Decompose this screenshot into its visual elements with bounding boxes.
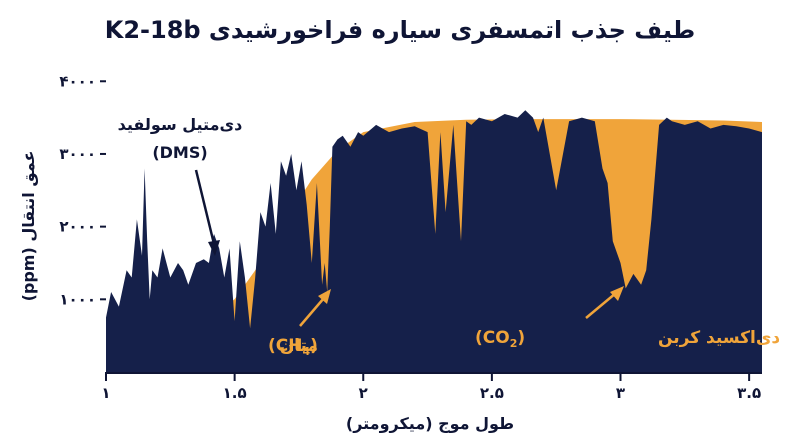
- y-tick-label: ۴۰۰۰: [59, 72, 96, 90]
- co2-label: دی‌اکسید کربن: [658, 328, 780, 348]
- methane-formula: (CH4): [268, 336, 318, 358]
- methane-close-paren: ): [310, 336, 318, 356]
- y-axis-label: عمق انتقال (ppm): [19, 151, 38, 302]
- dms-arrowhead: [208, 240, 220, 256]
- x-tick-label: ۳.۵: [737, 384, 761, 402]
- co2-subscript: 2: [510, 337, 518, 350]
- dms-arrow: [194, 169, 216, 245]
- x-tick-label: ۲.۵: [480, 384, 504, 402]
- y-axis-ticks: ۱۰۰۰ ۲۰۰۰ ۳۰۰۰ ۴۰۰۰: [59, 72, 106, 308]
- x-tick-label: ۱: [101, 384, 110, 402]
- co2-formula-text: (CO: [475, 328, 510, 348]
- methane-label: متان: [280, 336, 318, 356]
- chart-title: طیف جذب اتمسفری سیاره فراخورشیدی K2-18b: [105, 16, 696, 44]
- y-tick-label: ۳۰۰۰: [59, 145, 96, 163]
- dms-label: دی‌متیل سولفید: [118, 115, 243, 134]
- y-tick-label: ۱۰۰۰: [59, 290, 96, 308]
- dms-abbrev: (DMS): [152, 143, 207, 162]
- methane-arrowhead: [318, 289, 331, 304]
- methane-subscript: 4: [302, 345, 310, 358]
- methane-arrow: [299, 297, 325, 327]
- co2-close-paren: ): [517, 328, 525, 348]
- x-tick-label: ۲: [359, 384, 368, 402]
- co2-arrow: [585, 292, 617, 319]
- y-tick-label: ۲۰۰۰: [59, 218, 96, 236]
- co2-formula: (CO2): [475, 328, 525, 350]
- x-axis-label: طول موج (میکرومتر): [346, 414, 514, 433]
- x-tick-label: ۳: [616, 384, 625, 402]
- methane-formula-text: (CH: [268, 336, 302, 356]
- x-axis-ticks: ۱ ۱.۵ ۲ ۲.۵ ۳ ۳.۵: [101, 373, 761, 402]
- x-tick-label: ۱.۵: [223, 384, 247, 402]
- co2-arrowhead: [610, 286, 624, 301]
